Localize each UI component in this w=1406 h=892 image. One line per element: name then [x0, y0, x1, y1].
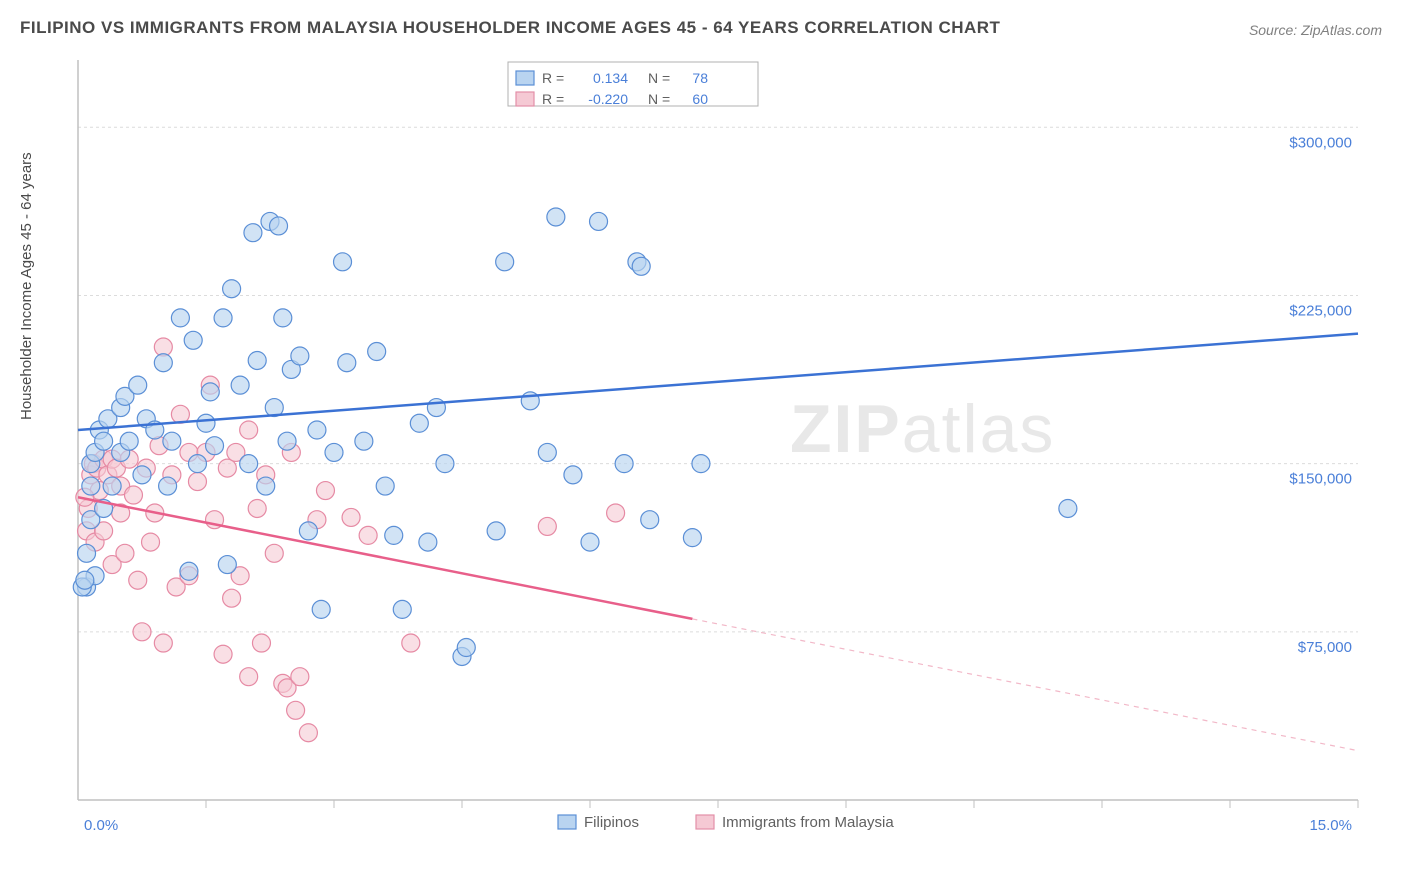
svg-text:R =: R =: [542, 91, 564, 107]
svg-text:$225,000: $225,000: [1289, 302, 1352, 319]
svg-text:Filipinos: Filipinos: [584, 814, 639, 831]
scatter-chart: $75,000 $150,000 $225,000 $300,000 R = 0.134 N…: [58, 50, 1378, 840]
svg-text:N =: N =: [648, 91, 670, 107]
chart-svg: $75,000 $150,000 $225,000 $300,000 R = 0.134 N…: [58, 50, 1378, 840]
svg-text:78: 78: [692, 70, 708, 86]
svg-text:0.134: 0.134: [593, 70, 628, 86]
svg-text:$75,000: $75,000: [1298, 639, 1352, 656]
svg-text:-0.220: -0.220: [588, 91, 628, 107]
svg-text:$300,000: $300,000: [1289, 134, 1352, 151]
chart-title: FILIPINO VS IMMIGRANTS FROM MALAYSIA HOU…: [20, 18, 1000, 38]
svg-text:15.0%: 15.0%: [1309, 817, 1352, 834]
svg-text:Immigrants from Malaysia: Immigrants from Malaysia: [722, 814, 894, 831]
y-axis-label: Householder Income Ages 45 - 64 years: [18, 152, 35, 420]
source-attribution: Source: ZipAtlas.com: [1249, 22, 1382, 38]
svg-text:60: 60: [692, 91, 708, 107]
svg-text:$150,000: $150,000: [1289, 471, 1352, 488]
svg-text:N =: N =: [648, 70, 670, 86]
svg-text:R =: R =: [542, 70, 564, 86]
svg-text:0.0%: 0.0%: [84, 817, 118, 834]
